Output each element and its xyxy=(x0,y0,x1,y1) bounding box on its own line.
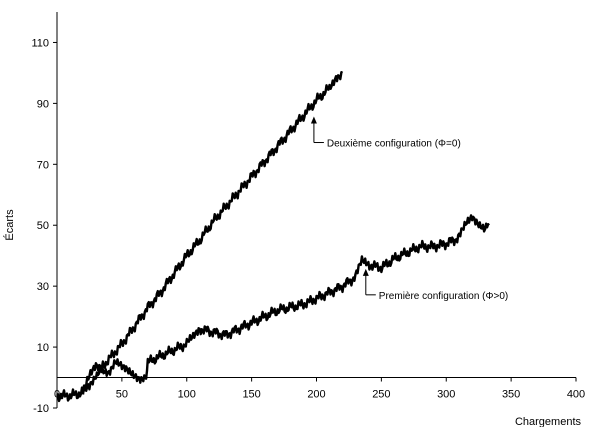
series-line-1 xyxy=(56,70,344,403)
x-tick-label: 400 xyxy=(567,389,585,401)
y-tick-label: 70 xyxy=(37,159,49,171)
y-axis-title: Écarts xyxy=(3,209,16,241)
x-tick-label: 100 xyxy=(178,389,196,401)
series-line-2 xyxy=(81,214,490,395)
y-tick-label: 10 xyxy=(37,342,49,354)
series-layer xyxy=(56,70,490,403)
x-tick-label: 300 xyxy=(437,389,455,401)
x-tick-label: 200 xyxy=(307,389,325,401)
y-tick-label: 110 xyxy=(31,37,49,49)
annotation-label: Deuxième configuration (Φ=0) xyxy=(327,139,461,150)
annotation-arrow-head xyxy=(310,116,317,124)
x-tick-label: 50 xyxy=(116,389,128,401)
annotation-2: Première configuration (Φ>0) xyxy=(362,268,508,302)
x-tick-label: 250 xyxy=(372,389,390,401)
annotation-arrow-head xyxy=(362,268,369,276)
annotation-label: Première configuration (Φ>0) xyxy=(379,291,508,302)
x-tick-label: 350 xyxy=(502,389,520,401)
x-tick-label: 150 xyxy=(242,389,260,401)
annotation-layer: Deuxième configuration (Φ=0) Première con… xyxy=(310,116,508,302)
y-tick-label: 90 xyxy=(37,98,49,110)
annotation-1: Deuxième configuration (Φ=0) xyxy=(310,116,461,150)
y-tick-label: -10 xyxy=(33,403,49,415)
x-axis-title: Chargements xyxy=(515,416,582,427)
y-tick-label: 50 xyxy=(37,220,49,232)
y-tick-label: 30 xyxy=(37,281,49,293)
